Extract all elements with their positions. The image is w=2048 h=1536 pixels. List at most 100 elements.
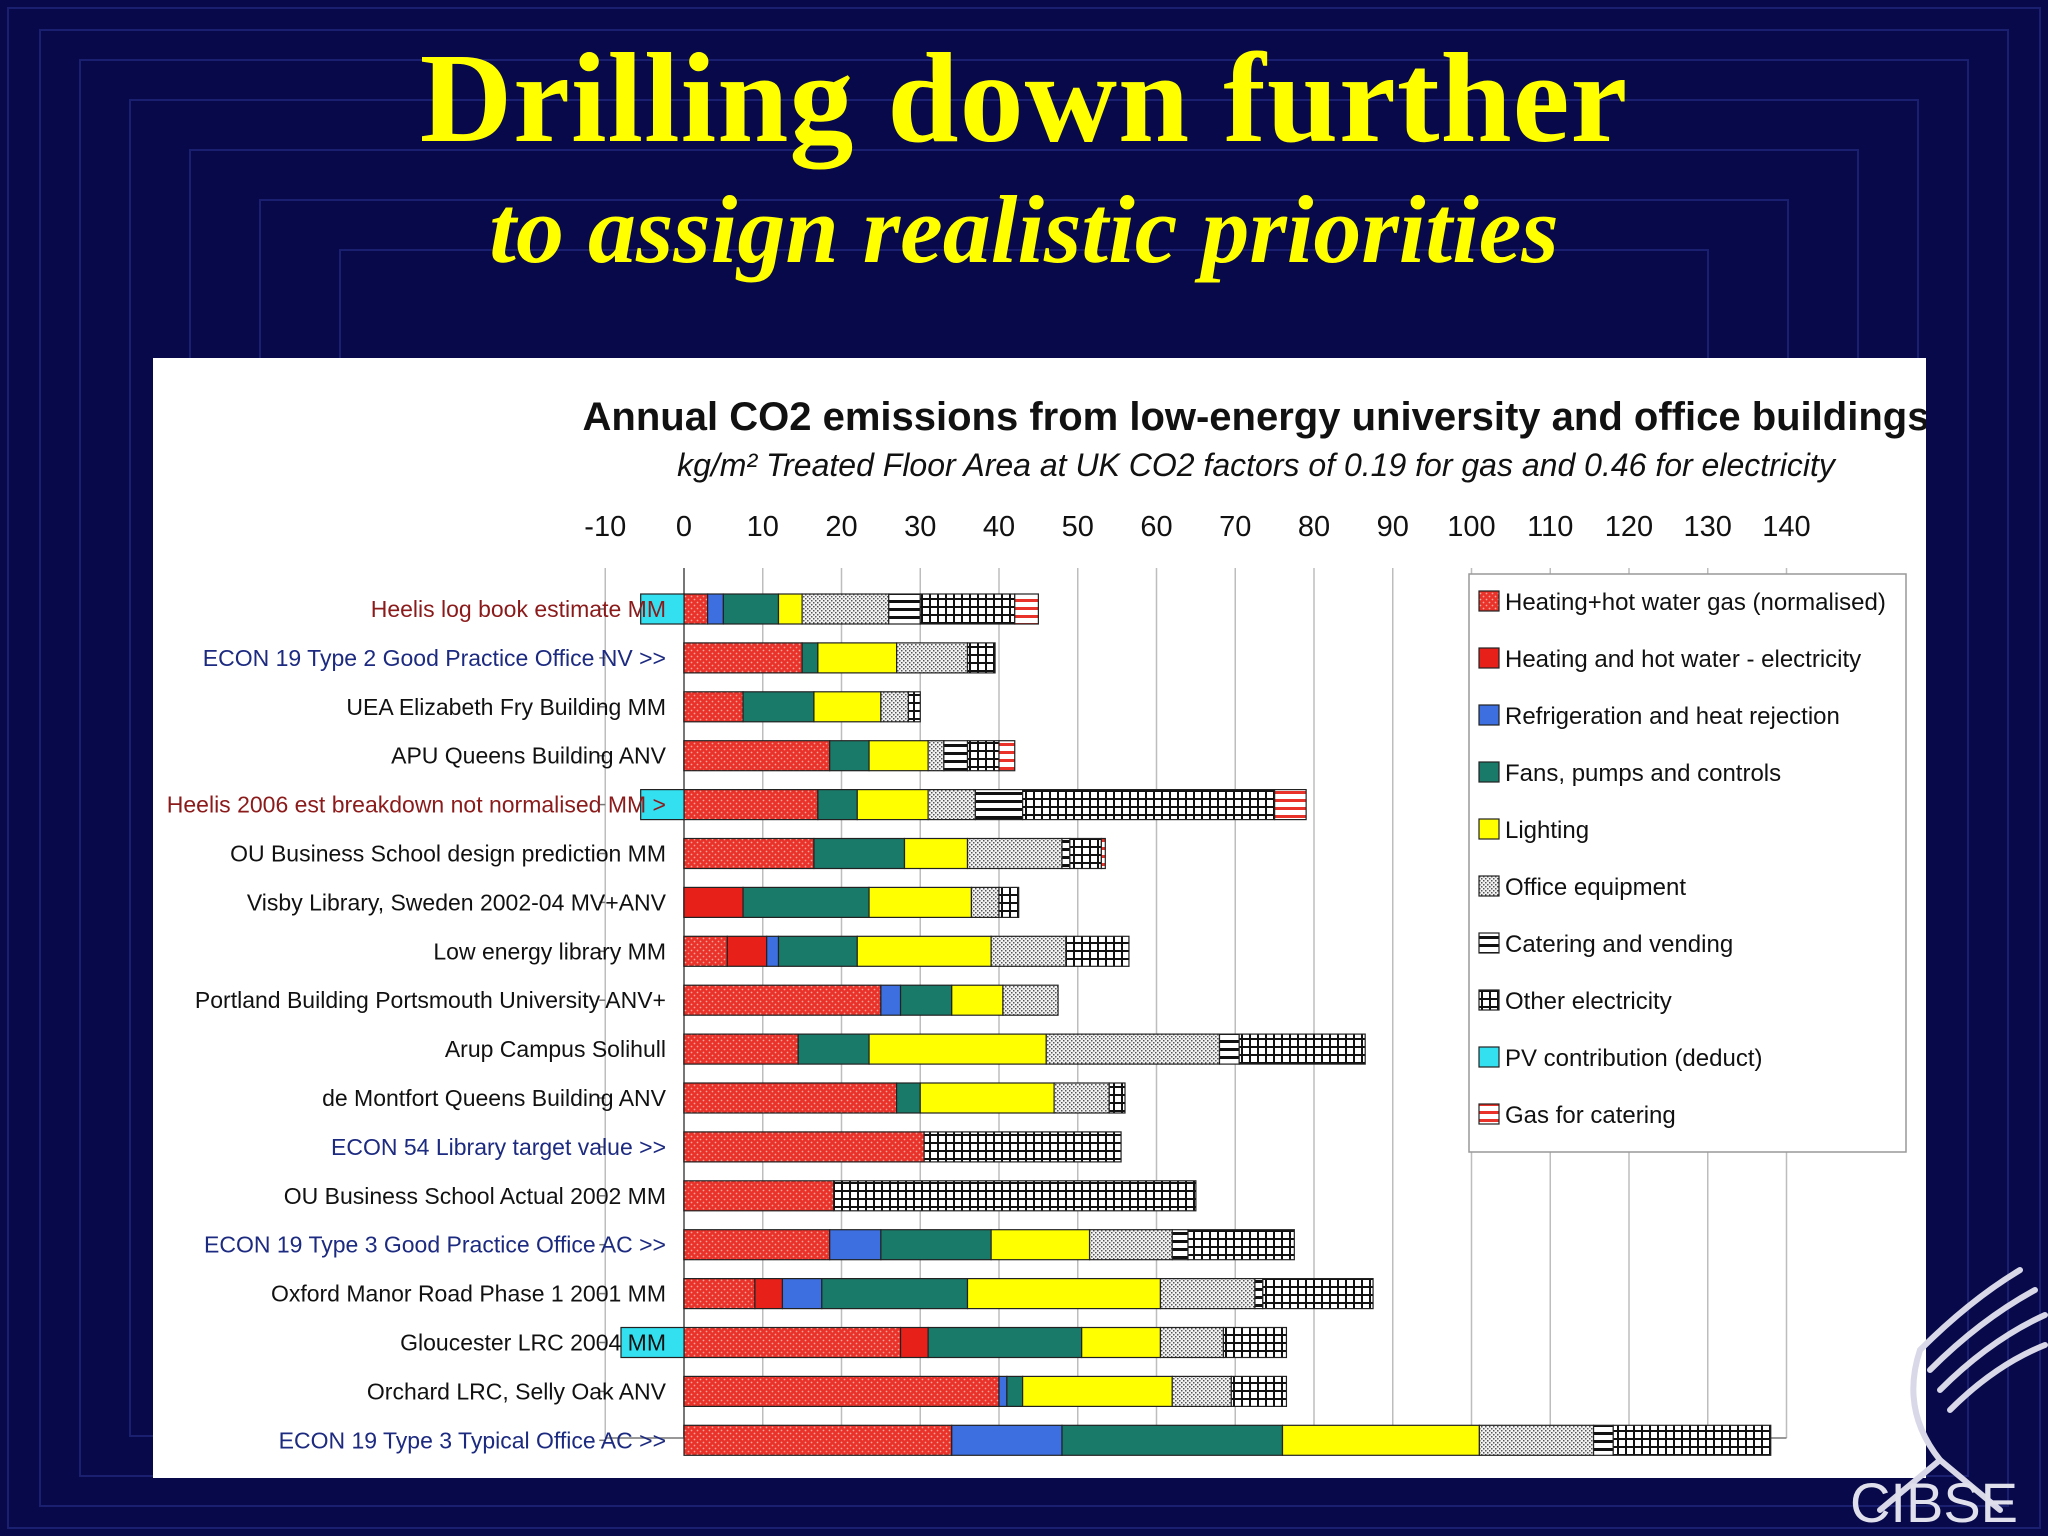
category-label: Visby Library, Sweden 2002-04 MV+ANV <box>247 889 667 915</box>
bar-segment <box>927 1326 1083 1359</box>
bar-segment <box>683 789 819 821</box>
bar-segment <box>990 1229 1091 1261</box>
bar-segment <box>829 1229 882 1261</box>
bar-segment <box>833 1180 1197 1212</box>
bar-segment <box>829 740 870 772</box>
legend-entry: Other electricity <box>1505 988 1672 1015</box>
bar-segment <box>683 593 709 625</box>
x-tick-label: 70 <box>1219 511 1251 543</box>
legend-entry: Fans, pumps and controls <box>1505 760 1781 787</box>
bar-segment <box>1088 1229 1173 1261</box>
x-tick-label: 10 <box>747 511 779 543</box>
bar-segment <box>683 1424 953 1456</box>
bar-segment <box>620 1326 685 1359</box>
x-tick-label: 100 <box>1447 511 1495 543</box>
x-tick-label: 120 <box>1605 511 1653 543</box>
legend-entry: PV contribution (deduct) <box>1505 1045 1762 1072</box>
bar-segment <box>683 1180 835 1212</box>
slide-subtitle: to assign realistic priorities <box>489 176 1559 283</box>
x-tick-label: 140 <box>1762 511 1810 543</box>
bar-segment <box>777 593 803 625</box>
category-label: ECON 54 Library target value >> <box>331 1134 666 1160</box>
bar-segment <box>951 984 1004 1016</box>
category-label: ECON 19 Type 2 Good Practice Office NV >… <box>203 645 666 671</box>
legend-swatch <box>1478 1103 1500 1125</box>
bar-segment <box>801 642 819 674</box>
bar-segment <box>683 1229 831 1261</box>
cibse-logo: CIBSE <box>1850 1267 2048 1534</box>
bar-segment <box>1171 1229 1189 1261</box>
bar-segment <box>683 1326 902 1359</box>
bar-segment <box>923 1131 1122 1163</box>
category-label: Low energy library MM <box>433 938 666 964</box>
legend-entry: Office equipment <box>1505 874 1686 901</box>
bar-segment <box>1187 1229 1295 1261</box>
x-tick-label: 30 <box>904 511 936 543</box>
bar-segment <box>970 886 1000 919</box>
bar-segment <box>899 984 953 1016</box>
bar-segment <box>896 1082 921 1114</box>
category-label: ECON 19 Type 3 Typical Office AC >> <box>279 1427 666 1453</box>
legend-entry: Heating+hot water gas (normalised) <box>1505 589 1886 616</box>
bar-segment <box>1006 1375 1024 1408</box>
category-label: Oxford Manor Road Phase 1 2001 MM <box>271 1281 666 1307</box>
bar-segment <box>726 935 768 967</box>
x-tick-label: -10 <box>584 511 626 543</box>
bar-segment <box>1592 1424 1614 1456</box>
bar-segment <box>1045 1033 1221 1065</box>
legend-swatch <box>1478 818 1500 840</box>
bar-segment <box>927 740 945 772</box>
x-tick-label: 50 <box>1062 511 1094 543</box>
bar-segment <box>998 1375 1008 1408</box>
bar-segment <box>754 1277 784 1310</box>
bar-segment <box>1254 1277 1264 1310</box>
x-tick-label: 20 <box>825 511 857 543</box>
category-label: de Montfort Queens Building ANV <box>322 1085 667 1111</box>
bar-segment <box>919 593 1016 625</box>
bar-segment <box>1230 1375 1288 1408</box>
category-label: Gloucester LRC 2004 MM <box>400 1330 666 1356</box>
category-label: UEA Elizabeth Fry Building MM <box>346 694 666 720</box>
category-label: OU Business School design prediction MM <box>230 841 666 867</box>
bar-segment <box>777 935 858 967</box>
bar-segment <box>919 1082 1055 1114</box>
category-label: OU Business School Actual 2002 MM <box>284 1183 666 1209</box>
chart-title: Annual CO2 emissions from low-energy uni… <box>583 395 1926 439</box>
legend-entry: Catering and vending <box>1505 931 1733 958</box>
bar-segment <box>1218 1033 1240 1065</box>
bar-segment <box>683 886 744 919</box>
legend-swatch <box>1478 647 1500 669</box>
bar-segment <box>903 837 969 870</box>
bar-segment <box>1159 1277 1256 1310</box>
bar-segment <box>640 593 685 625</box>
bar-segment <box>1053 1082 1110 1114</box>
bar-segment <box>722 593 780 625</box>
slide-title: Drilling down further <box>419 27 1629 169</box>
legend-entry: Gas for catering <box>1505 1102 1676 1129</box>
bar-segment <box>1274 789 1307 821</box>
bar-segment <box>868 886 973 919</box>
bar-segment <box>974 789 1024 821</box>
x-tick-label: 130 <box>1684 511 1732 543</box>
legend-entry: Refrigeration and heat rejection <box>1505 703 1840 730</box>
bar-segment <box>1281 1424 1480 1456</box>
bar-segment <box>907 691 921 723</box>
stacked-bar-chart: Annual CO2 emissions from low-energy uni… <box>167 395 1926 1456</box>
bar-segment <box>1022 789 1276 821</box>
bar-segment <box>951 1424 1063 1456</box>
bar-segment <box>1238 1033 1366 1065</box>
bar-segment <box>1262 1277 1374 1310</box>
bar-segment <box>966 1277 1162 1310</box>
bar-segment <box>797 1033 870 1065</box>
legend-entry: Heating and hot water - electricity <box>1505 646 1861 673</box>
bar-segment <box>1222 1326 1288 1359</box>
bar-segment <box>683 1277 756 1310</box>
bar-segment <box>683 642 803 674</box>
x-tick-label: 40 <box>983 511 1015 543</box>
category-label: Heelis log book estimate MM <box>371 596 666 622</box>
bar-segment <box>683 1082 898 1114</box>
bar-segment <box>998 886 1020 919</box>
bar-segment <box>683 1131 925 1163</box>
bar-segment <box>742 886 870 919</box>
bar-segment <box>868 740 929 772</box>
